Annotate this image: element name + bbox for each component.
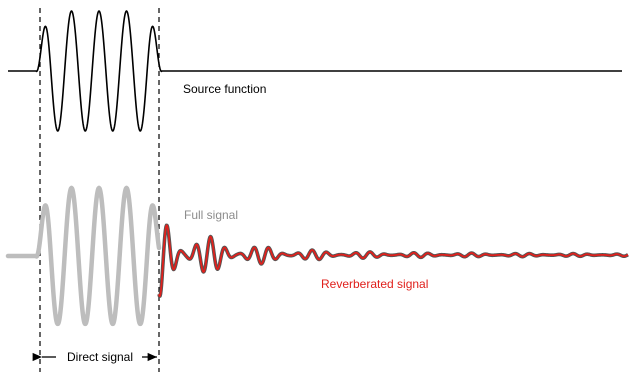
source-function-label: Source function: [183, 82, 266, 96]
direct-signal-label: Direct signal: [67, 350, 133, 364]
reverberated-signal-waveform: [158, 224, 629, 298]
full-signal-waveform: [5, 185, 162, 327]
reverberated-signal-label: Reverberated signal: [321, 277, 428, 291]
source-function-waveform: [7, 10, 623, 132]
full-signal-label: Full signal: [184, 208, 238, 222]
